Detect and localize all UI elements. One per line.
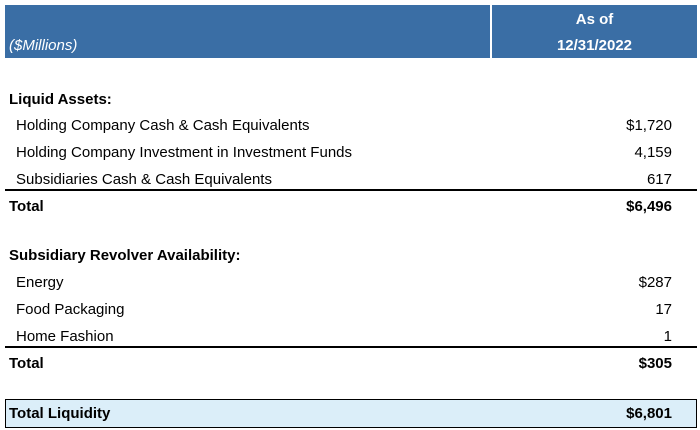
column-title: As of (575, 11, 614, 28)
grand-total-value: $6,801 (626, 405, 672, 422)
row-value: $1,720 (626, 117, 672, 134)
row-value: 617 (646, 171, 672, 188)
section-title: Liquid Assets: (9, 91, 112, 108)
grand-total-label: Total Liquidity (9, 405, 111, 422)
section-title: Subsidiary Revolver Availability: (9, 247, 241, 264)
total-value: $305 (638, 355, 672, 372)
row-label: Energy (16, 274, 64, 291)
column-title: 12/31/2022 (556, 37, 633, 54)
total-label: Total (9, 198, 44, 215)
row-value: 4,159 (634, 144, 672, 161)
rule (5, 346, 697, 348)
header-band (5, 5, 490, 58)
row-label: Holding Company Investment in Investment… (16, 144, 352, 161)
row-label: Subsidiaries Cash & Cash Equivalents (16, 171, 272, 188)
rule (5, 189, 697, 191)
row-value: 17 (655, 301, 672, 318)
row-label: Food Packaging (16, 301, 125, 318)
row-value: 1 (663, 328, 672, 345)
row-value: $287 (638, 274, 672, 291)
unit-label: ($Millions) (9, 37, 78, 54)
row-label: Home Fashion (16, 328, 114, 345)
total-value: $6,496 (626, 198, 672, 215)
header-band (492, 5, 697, 58)
grand-total-box (5, 399, 697, 428)
total-label: Total (9, 355, 44, 372)
row-label: Holding Company Cash & Cash Equivalents (16, 117, 310, 134)
